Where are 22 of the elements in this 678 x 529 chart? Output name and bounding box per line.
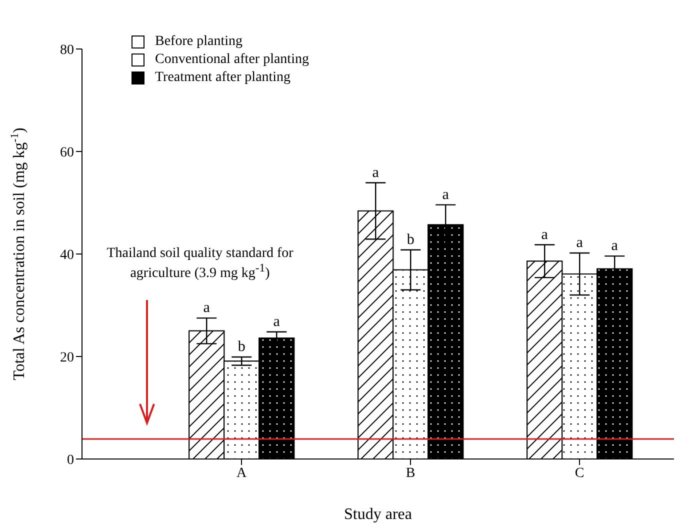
data-label: a <box>576 234 584 251</box>
y-tick-label: 40 <box>60 248 74 263</box>
legend-label: Treatment after planting <box>155 70 291 86</box>
data-label: a <box>611 238 618 254</box>
data-label: a <box>541 226 548 243</box>
x-tick-label: B <box>406 466 416 481</box>
x-axis-title: Study area <box>344 506 412 523</box>
annotation: Thailand soil quality standard for agriculture (3.9 mg kg$^{-1}$) <box>106 245 294 283</box>
data-label: a <box>442 186 450 203</box>
data-label: a <box>203 300 210 316</box>
y-tick-label: 60 <box>60 145 74 160</box>
x-tick-label: C <box>574 466 584 481</box>
data-label: a <box>273 314 280 330</box>
data-label: b <box>406 232 414 248</box>
data-label: b <box>238 339 246 356</box>
legend-label: Conventional after planting <box>155 52 309 68</box>
y-tick-label: 0 <box>67 452 74 468</box>
legend-label: Before planting <box>155 34 242 50</box>
y-tick-label: 20 <box>60 350 74 366</box>
x-tick-label: A <box>236 466 248 481</box>
y-tick-label: 80 <box>60 42 74 58</box>
data-label: a <box>372 164 380 181</box>
